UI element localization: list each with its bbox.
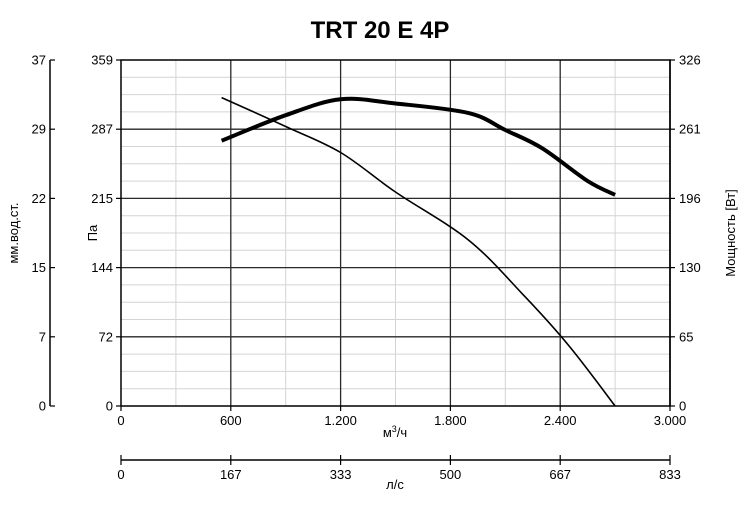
y-right-tick-label: 130 — [679, 260, 701, 275]
y-left-tick-label: 0 — [106, 399, 113, 414]
x2-tick-label: 500 — [440, 467, 462, 482]
y-outer-tick-label: 29 — [32, 122, 46, 137]
x2-tick-label: 833 — [659, 467, 681, 482]
x-tick-label: 600 — [220, 413, 242, 428]
tick-marks — [50, 59, 675, 465]
x-axis-label: м3/ч — [383, 424, 407, 440]
x2-tick-label: 0 — [117, 467, 124, 482]
y-left-tick-label: 144 — [91, 260, 113, 275]
y-left-tick-label: 72 — [99, 329, 113, 344]
y-outer-tick-label: 15 — [32, 260, 46, 275]
y-outer-tick-label: 0 — [39, 399, 46, 414]
y-outer-tick-label: 37 — [32, 53, 46, 68]
y-left-tick-label: 359 — [91, 53, 113, 68]
y-right-tick-label: 196 — [679, 191, 701, 206]
y-left-tick-label: 215 — [91, 191, 113, 206]
x2-tick-label: 333 — [330, 467, 352, 482]
x2-tick-label: 667 — [549, 467, 571, 482]
x-tick-label: 1.800 — [434, 413, 467, 428]
series-lines — [220, 96, 616, 407]
y-right-tick-label: 261 — [679, 122, 701, 137]
x-tick-label: 1.200 — [324, 413, 357, 428]
power-curve — [220, 96, 616, 197]
x2-tick-label: 167 — [220, 467, 242, 482]
y-outer-axis-label: мм.вод.ст. — [6, 202, 21, 263]
y-outer-tick-label: 7 — [39, 329, 46, 344]
y-right-tick-label: 326 — [679, 53, 701, 68]
y-outer-tick-label: 22 — [32, 191, 46, 206]
x2-axis-label: л/с — [386, 477, 404, 492]
x-tick-label: 0 — [117, 413, 124, 428]
major-grid — [121, 60, 670, 406]
y-right-tick-label: 0 — [679, 399, 686, 414]
pressure-curve — [221, 96, 616, 407]
chart-title: TRT 20 E 4P — [311, 17, 450, 44]
x-tick-label: 2.400 — [544, 413, 577, 428]
y-left-tick-label: 287 — [91, 122, 113, 137]
y-right-axis-label: Мощность [Вт] — [723, 189, 738, 277]
x-tick-label: 3.000 — [654, 413, 687, 428]
y-left-axis-label: Па — [85, 224, 100, 241]
y-right-tick-label: 65 — [679, 329, 693, 344]
minor-grid — [120, 59, 671, 407]
